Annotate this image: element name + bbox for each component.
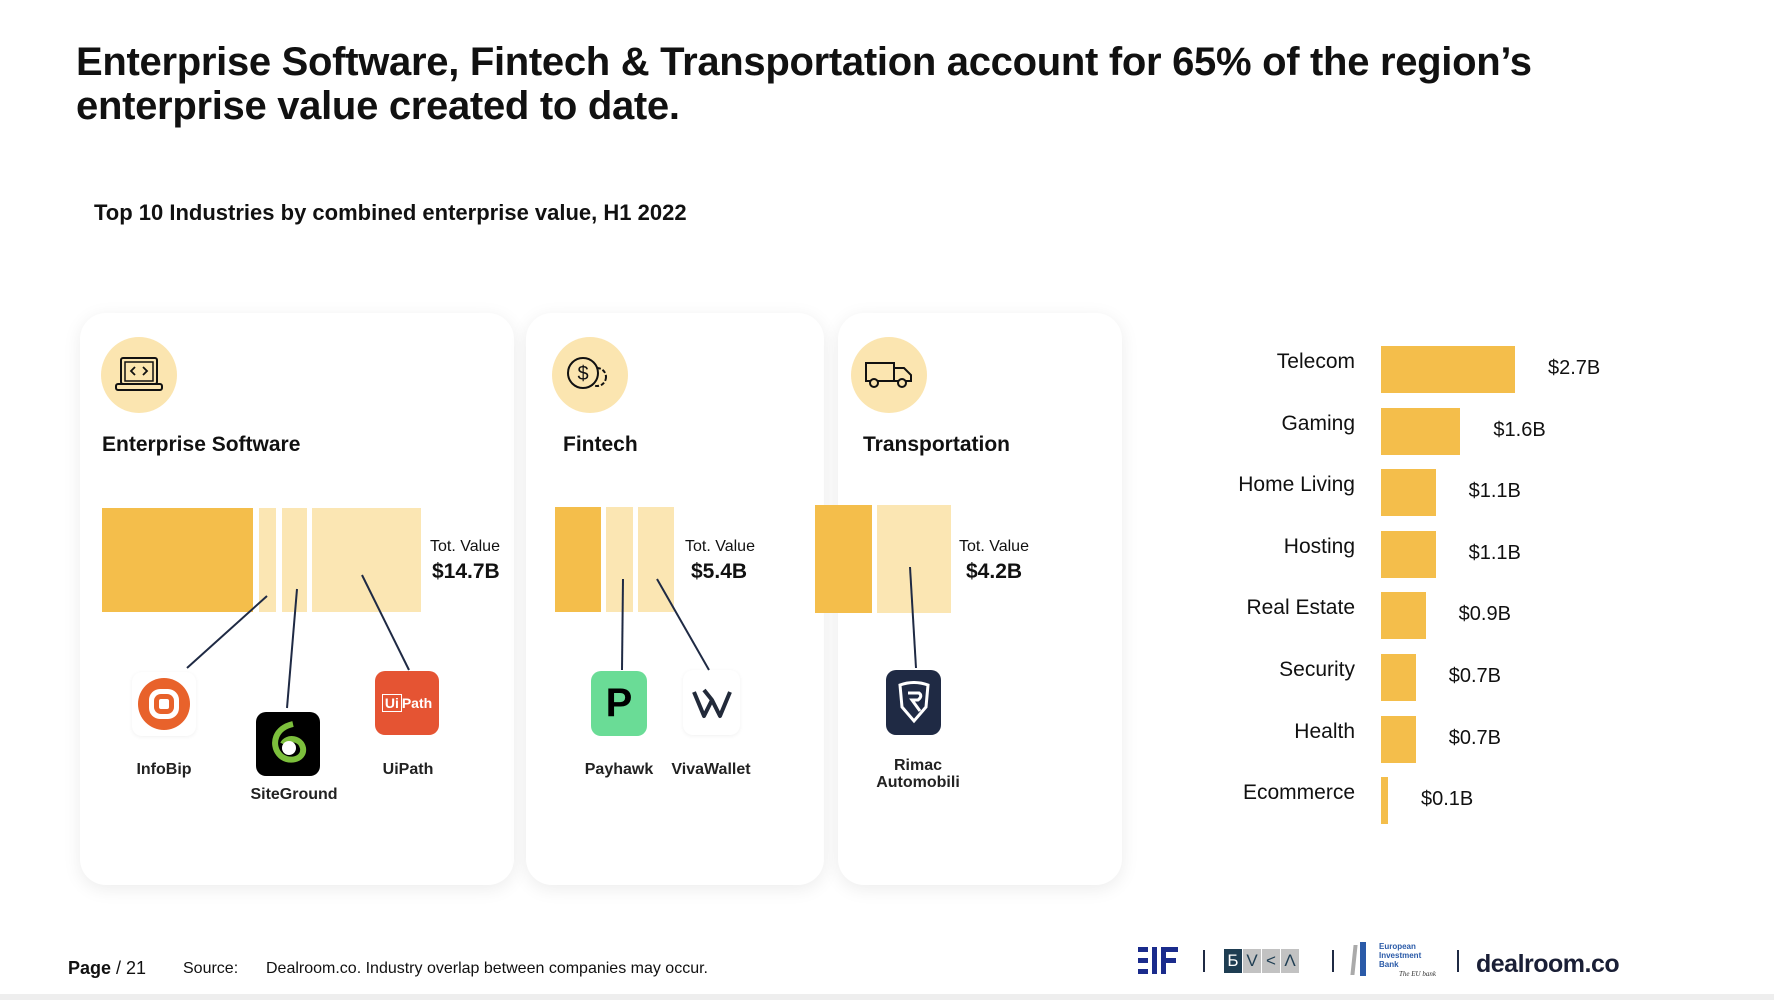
logo-divider [1203,950,1205,972]
eib-tagline: The EU bank [1399,970,1436,978]
total-label: Tot. Value [959,538,1029,555]
company-label: Rimac [893,757,943,774]
category-label: Telecom [1276,350,1355,373]
total-value: $5.4B [691,560,748,583]
category-label: Real Estate [1246,596,1355,620]
svg-text:$: $ [577,363,588,385]
value-label: $0.7B [1448,665,1501,687]
bvca-letter: Λ [1281,949,1299,973]
bar-real-estate [1381,592,1426,640]
bar-hosting [1381,530,1436,578]
siteground-logo [256,712,320,776]
bar-ecommerce [1381,777,1388,825]
bar-home-living [1381,469,1436,517]
bvca-letter: < [1262,949,1280,973]
value-label: $1.1B [1468,480,1521,503]
treemap-block [259,508,276,612]
bar-health [1381,715,1416,763]
logo-divider [1457,950,1459,972]
page-title: Enterprise Software, Fintech & Transport… [76,40,1532,128]
chart-subtitle: Top 10 Industries by combined enterprise… [94,200,687,225]
category-label: Hosting [1283,534,1355,558]
company-label: InfoBip [136,761,192,778]
bvca-letter: V [1243,949,1261,973]
bar-security [1381,654,1416,701]
treemap-block [877,505,951,613]
treemap-block [102,508,253,612]
value-label: $0.9B [1458,603,1511,626]
total-value: $14.7B [432,560,500,583]
value-label: $0.1B [1421,788,1474,811]
total-label: Tot. Value [685,538,755,555]
bvca-logo: Б V < Λ [1224,949,1299,973]
category-label: Gaming [1281,411,1355,435]
company-label: Automobili [876,774,960,791]
bar-telecom [1381,346,1515,393]
treemap-block [312,508,421,612]
infobip-logo [132,672,196,736]
logo-divider [1332,950,1334,972]
eib-line: Bank [1379,960,1399,969]
value-label: $0.7B [1448,726,1501,749]
treemap-block [815,505,872,613]
uipath-logo: Ui Path [375,671,439,735]
card-title: Fintech [563,433,638,456]
eif-logo [1138,947,1178,979]
treemap-block [282,508,307,612]
total-value: $4.2B [966,560,1023,583]
bottom-strip [0,994,1774,1000]
value-label: $1.1B [1468,541,1521,564]
treemap-block [555,507,601,612]
card-title: Enterprise Software [102,433,301,456]
source-text: Dealroom.co. Industry overlap between co… [266,960,708,977]
card-title: Transportation [863,433,1011,456]
company-label: VivaWallet [671,761,751,778]
category-label: Health [1294,719,1355,743]
payhawk-logo: P [591,671,647,736]
dollar-gear-icon: $ [552,337,628,413]
bar-gaming [1381,407,1461,455]
treemap-block [638,507,674,612]
vivawallet-logo [683,670,740,735]
total-label: Tot. Value [430,538,500,555]
source-label: Source: [183,960,239,977]
eib-line: Investment [1379,951,1422,960]
category-label: Security [1279,658,1355,681]
laptop-code-icon [101,337,177,413]
value-label: $2.7B [1548,357,1601,379]
company-label: UiPath [382,761,434,778]
truck-icon [851,337,927,413]
rimac-logo [886,670,941,735]
page-total: / 21 [116,958,147,978]
dealroom-logo: dealroom.co [1476,950,1620,978]
eib-logo: European Investment Bank The EU bank [1350,942,1447,982]
value-label: $1.6B [1493,418,1546,441]
page-number: Page / 21 [68,958,146,979]
company-label: Payhawk [584,761,654,778]
treemap-block [606,507,633,612]
category-label: Ecommerce [1242,781,1355,805]
eib-line: European [1379,942,1416,951]
company-label: SiteGround [250,786,338,803]
bvca-letter: Б [1224,949,1242,973]
category-label: Home Living [1238,473,1355,497]
page-label: Page [68,958,112,978]
